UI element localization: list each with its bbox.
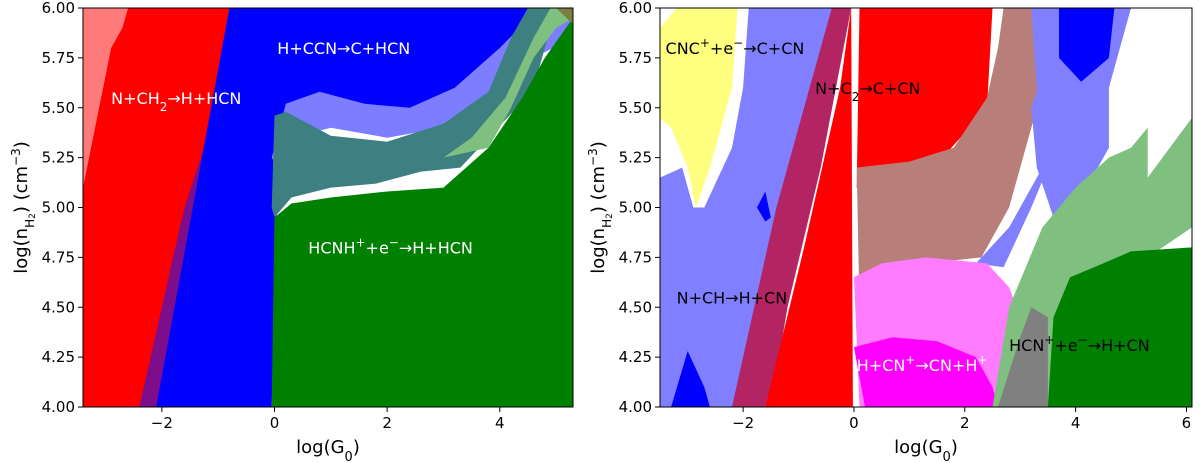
region-green: [271, 18, 573, 407]
x-tick-label: 2: [382, 414, 392, 432]
region-red: [83, 8, 230, 407]
y-tick-label: 5.00: [619, 199, 652, 217]
left-panel: −2 0 2 4 4.00 4.25 4.50 4.75 5.00 5.25 5.50 5.75 6.0…: [9, 0, 574, 463]
region-magenta2: [854, 337, 998, 407]
x-axis-label: log(G0): [894, 437, 958, 463]
y-tick-label: 4.50: [619, 298, 652, 316]
x-tick-label: 4: [1071, 414, 1081, 432]
plot-area: [660, 8, 1192, 407]
region-annotation: N+C2→C+CN: [815, 79, 920, 104]
y-tick-label: 5.50: [42, 99, 75, 117]
region-olive: [556, 8, 573, 24]
x-axis-label: log(G0): [296, 437, 360, 463]
x-tick-label: −2: [732, 414, 754, 432]
y-tick-label: 4.00: [42, 398, 75, 416]
y-tick-label: 4.50: [42, 298, 75, 316]
region-teal: [271, 8, 557, 218]
region-annotation: N+CH2→H+HCN: [111, 89, 241, 114]
right-panel: −2 0 2 4 6 4.00 4.25 4.50 4.75 5.00 5.25 5.50 5.75 6.…: [586, 0, 1193, 463]
y-tick-label: 6.00: [619, 0, 652, 17]
region-annotation: N+CH→H+CN: [677, 288, 788, 307]
y-tick-label: 5.50: [619, 99, 652, 117]
region-brown: [856, 8, 1087, 308]
y-tick-label: 5.75: [619, 49, 652, 67]
y-tick-label: 4.75: [42, 248, 75, 266]
plot-area: [83, 8, 573, 407]
region-red2: [856, 8, 993, 188]
y-tick-label: 5.25: [619, 149, 652, 167]
x-tick-label: 0: [849, 414, 859, 432]
y-tick-label: 5.00: [42, 199, 75, 217]
x-tick-label: 6: [1182, 414, 1192, 432]
y-tick-label: 4.25: [619, 348, 652, 366]
y-tick-label: 5.75: [42, 49, 75, 67]
region-lavender3: [1031, 8, 1131, 218]
x-tick-label: 0: [270, 414, 280, 432]
region-blue_diamond: [757, 191, 771, 222]
x-tick-label: −2: [151, 414, 173, 432]
region-green: [1047, 247, 1192, 407]
region-lightgreen: [443, 8, 573, 158]
y-tick-label: 4.25: [42, 348, 75, 366]
region-lightblue: [271, 8, 573, 168]
region-blue_top: [1059, 8, 1115, 82]
y-axis-label: log(nH2) (cm−3): [9, 141, 38, 274]
region-red: [765, 8, 853, 407]
region-yellow: [660, 8, 738, 208]
y-tick-label: 6.00: [42, 0, 75, 17]
region-blue_small: [671, 351, 710, 407]
region-lavender: [660, 8, 849, 407]
y-tick-label: 4.00: [619, 398, 652, 416]
region-redbrown: [732, 8, 852, 407]
y-axis-label: log(nH2) (cm−3): [586, 141, 615, 274]
region-annotation: HCNH++e−→H+HCN: [308, 235, 473, 257]
y-tick-label: 5.25: [42, 149, 75, 167]
x-tick-label: 2: [960, 414, 970, 432]
y-tick-label: 4.75: [619, 248, 652, 266]
region-annotation: CNC++e−→C+CN: [666, 36, 805, 58]
region-annotation: HCN++e−→H+CN: [1009, 333, 1150, 355]
x-tick-label: 4: [495, 414, 505, 432]
region-annotation: H+CCN→C+HCN: [277, 39, 410, 58]
region-annotation: H+CN+→CN+H+: [857, 353, 988, 375]
region-grey: [998, 307, 1048, 407]
